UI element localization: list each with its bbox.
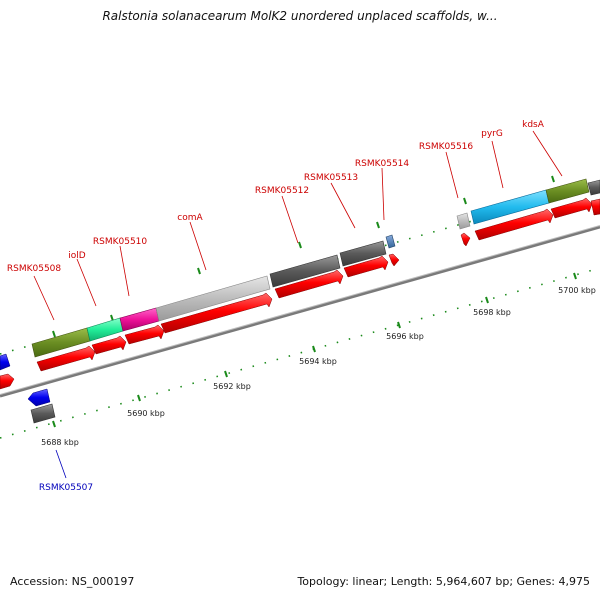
scale-label-5694: 5694 kbp bbox=[299, 357, 337, 366]
gene-label-pyrg: pyrG bbox=[481, 129, 503, 139]
gene-label-rsmk05516: RSMK05516 bbox=[419, 142, 474, 152]
feature-blocks bbox=[31, 178, 600, 358]
gene-label-rsmk05507: RSMK05507 bbox=[39, 483, 93, 493]
gene-label-rsmk05513: RSMK05513 bbox=[304, 173, 358, 183]
gene-label-rsmk05510: RSMK05510 bbox=[93, 237, 148, 247]
lower-scale-track bbox=[0, 267, 600, 439]
feature-block-kdsa bbox=[545, 178, 590, 204]
gene-label-kdsa: kdsA bbox=[522, 120, 545, 130]
reverse-gene-features bbox=[0, 353, 56, 424]
upper-tick-track bbox=[0, 175, 600, 355]
gene-arrow-iold bbox=[91, 335, 127, 355]
feature-block-offscreen bbox=[587, 179, 600, 196]
gene-arrow-rsmk05516 bbox=[460, 232, 471, 247]
scale-label-5700: 5700 kbp bbox=[558, 286, 596, 295]
gene-arrow-kdsa bbox=[550, 197, 593, 219]
chromosome-backbone bbox=[0, 225, 600, 398]
gene-arrow-coma bbox=[160, 292, 273, 334]
gene-arrow-rsmk05513 bbox=[343, 255, 389, 278]
feature-block-rsmk05514 bbox=[385, 234, 396, 249]
feature-block-rsmk05513 bbox=[339, 240, 387, 267]
scale-label-5688: 5688 kbp bbox=[41, 438, 79, 447]
gene-label-rsmk05512: RSMK05512 bbox=[255, 186, 309, 196]
map-title: Ralstonia solanacearum MolK2 unordered u… bbox=[102, 9, 498, 23]
topology-text: Topology: linear; Length: 5,964,607 bp; … bbox=[297, 575, 590, 588]
scale-labels: 5688 kbp 5690 kbp 5692 kbp 5694 kbp 5696… bbox=[41, 286, 596, 447]
gene-arrow-left-edge bbox=[0, 373, 15, 390]
gene-arrow-rsmk05512 bbox=[274, 269, 344, 299]
scale-label-5690: 5690 kbp bbox=[127, 409, 165, 418]
gene-label-coma: comA bbox=[177, 213, 203, 223]
gene-arrow-rsmk05514 bbox=[388, 253, 400, 267]
feature-block-coma bbox=[155, 275, 271, 322]
gene-label-rsmk05514: RSMK05514 bbox=[355, 159, 410, 169]
label-leader-lines bbox=[33, 130, 563, 479]
forward-gene-arrows bbox=[0, 197, 600, 390]
gene-arrow-rsmk05507 bbox=[27, 388, 51, 407]
feature-block-rsmk05516 bbox=[456, 212, 471, 230]
feature-block-rsmk05507 bbox=[30, 403, 56, 424]
accession-text: Accession: NS_000197 bbox=[10, 575, 135, 588]
gene-label-iold: iolD bbox=[68, 251, 86, 261]
gene-arrow-rsmk05510 bbox=[124, 324, 165, 345]
scale-label-5696: 5696 kbp bbox=[386, 332, 424, 341]
gene-arrow-pyrg bbox=[474, 208, 554, 241]
scale-label-5698: 5698 kbp bbox=[473, 308, 511, 317]
scale-label-5692: 5692 kbp bbox=[213, 382, 251, 391]
gene-labels: RSMK05507 RSMK05508 iolD RSMK05510 comA … bbox=[7, 120, 545, 493]
gene-arrow-right-edge bbox=[590, 198, 600, 216]
gene-label-rsmk05508: RSMK05508 bbox=[7, 264, 62, 274]
gene-arrow-rsmk05508 bbox=[36, 345, 96, 372]
gene-arrow-left-blue bbox=[0, 353, 11, 371]
feature-block-rsmk05512 bbox=[269, 254, 341, 288]
